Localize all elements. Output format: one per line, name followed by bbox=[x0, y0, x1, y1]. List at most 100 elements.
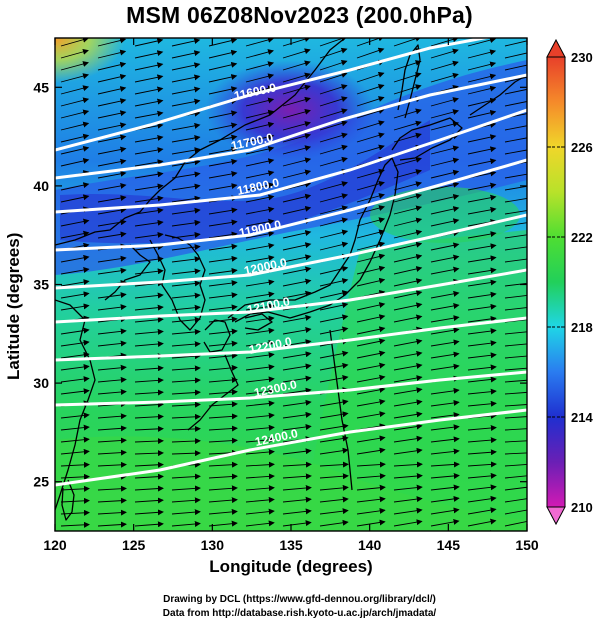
wind-arrow bbox=[504, 149, 527, 155]
coastline bbox=[227, 157, 399, 323]
wind-arrow bbox=[171, 122, 201, 131]
wind-arrow bbox=[171, 304, 201, 311]
wind-arrow bbox=[245, 61, 275, 71]
wind-arrow bbox=[393, 156, 422, 167]
wind-arrow bbox=[245, 291, 275, 299]
warm-region bbox=[300, 230, 527, 531]
wind-arrow bbox=[97, 328, 127, 335]
coastline bbox=[397, 44, 421, 119]
wind-arrow bbox=[319, 108, 348, 119]
wind-arrow bbox=[282, 84, 311, 95]
wind-arrow bbox=[319, 314, 349, 323]
wind-arrow bbox=[430, 303, 460, 311]
wind-arrow bbox=[356, 120, 385, 131]
wind-arrow bbox=[356, 507, 386, 515]
wind-arrow bbox=[97, 86, 127, 95]
wind-arrow bbox=[97, 146, 127, 155]
wind-arrow bbox=[319, 132, 348, 143]
wind-arrow bbox=[97, 340, 127, 347]
wind-arrow bbox=[467, 85, 497, 95]
cold-core bbox=[60, 120, 430, 244]
wind-arrow bbox=[97, 158, 127, 167]
wind-arrow bbox=[208, 485, 238, 492]
credit-data: Data from http://database.rish.kyoto-u.a… bbox=[162, 608, 437, 619]
colorbar-tick-label: 218 bbox=[571, 320, 593, 335]
wind-arrow bbox=[467, 507, 497, 515]
wind-arrow bbox=[208, 219, 238, 227]
wind-arrow bbox=[97, 509, 127, 516]
wind-arrow bbox=[171, 413, 201, 420]
colorbar-tick-label: 226 bbox=[571, 140, 593, 155]
wind-arrow bbox=[245, 327, 275, 335]
wind-arrow bbox=[430, 290, 460, 299]
wind-arrow bbox=[245, 388, 275, 395]
wind-arrow bbox=[171, 292, 201, 299]
wind-arrow bbox=[245, 496, 275, 503]
wind-arrow bbox=[171, 268, 201, 275]
wind-arrow bbox=[208, 86, 238, 95]
wind-arrow bbox=[504, 404, 527, 407]
wind-arrow bbox=[467, 461, 497, 468]
wind-arrow bbox=[245, 400, 275, 407]
wind-arrow bbox=[282, 60, 311, 71]
coastline bbox=[55, 38, 346, 246]
colorbar-tick-label: 222 bbox=[571, 230, 593, 245]
wind-arrow bbox=[319, 326, 349, 335]
wind-arrow bbox=[504, 222, 527, 227]
wind-arrow bbox=[134, 377, 164, 384]
wind-arrow bbox=[282, 278, 312, 287]
wind-arrow bbox=[319, 72, 348, 83]
wind-arrow bbox=[282, 327, 312, 335]
wind-arrow bbox=[134, 316, 164, 323]
wind-arrow bbox=[60, 412, 90, 419]
wind-arrow bbox=[97, 195, 127, 203]
wind-arrow bbox=[60, 38, 89, 47]
wind-arrow bbox=[208, 38, 238, 47]
wind-arrow bbox=[504, 38, 527, 47]
wind-arrow bbox=[171, 38, 201, 47]
y-axis: 25 30 35 40 45 bbox=[33, 79, 527, 490]
x-tick-label: 120 bbox=[43, 537, 67, 553]
wind-arrow bbox=[134, 183, 164, 191]
wind-arrow bbox=[467, 146, 497, 155]
wind-arrow bbox=[393, 362, 423, 371]
wind-arrow bbox=[467, 303, 497, 311]
wind-arrow bbox=[356, 241, 386, 251]
wind-arrow bbox=[504, 294, 527, 299]
wind-arrow bbox=[393, 484, 423, 491]
wind-arrow bbox=[208, 520, 238, 527]
wind-arrow bbox=[208, 49, 238, 59]
wind-arrow bbox=[356, 386, 386, 395]
wind-arrow bbox=[171, 280, 201, 287]
wind-arrow bbox=[319, 265, 349, 275]
wind-arrow bbox=[467, 472, 497, 479]
wind-arrow bbox=[467, 518, 497, 527]
wind-arrow bbox=[393, 496, 423, 503]
wind-arrow bbox=[208, 304, 238, 311]
wind-arrow bbox=[134, 147, 164, 155]
height-contours: 11600.011700.011800.011900.012000.012100… bbox=[55, 38, 527, 487]
wind-arrow bbox=[393, 120, 422, 131]
wind-arrow bbox=[282, 461, 312, 468]
wind-arrow bbox=[504, 509, 527, 515]
wind-arrow bbox=[171, 473, 201, 480]
wind-arrow bbox=[467, 364, 497, 371]
colorbar-gradient bbox=[546, 56, 566, 508]
wind-arrow bbox=[208, 61, 238, 71]
colorbar-ticks: 210 214 218 222 226 230 bbox=[547, 50, 593, 515]
wind-arrow bbox=[171, 171, 201, 179]
wind-arrow bbox=[134, 328, 164, 335]
wind-arrow bbox=[134, 219, 164, 227]
wind-arrow bbox=[171, 377, 201, 384]
wind-arrow bbox=[97, 170, 127, 179]
wind-arrow bbox=[60, 254, 90, 263]
coastlines bbox=[55, 38, 527, 521]
wind-arrow bbox=[430, 38, 459, 47]
wind-arrow bbox=[504, 185, 527, 191]
wind-arrow bbox=[504, 62, 527, 71]
wind-arrow bbox=[282, 363, 312, 371]
wind-arrow bbox=[504, 234, 527, 239]
wind-arrow bbox=[60, 509, 90, 516]
wind-arrow bbox=[282, 96, 311, 107]
wind-arrow bbox=[319, 362, 349, 371]
